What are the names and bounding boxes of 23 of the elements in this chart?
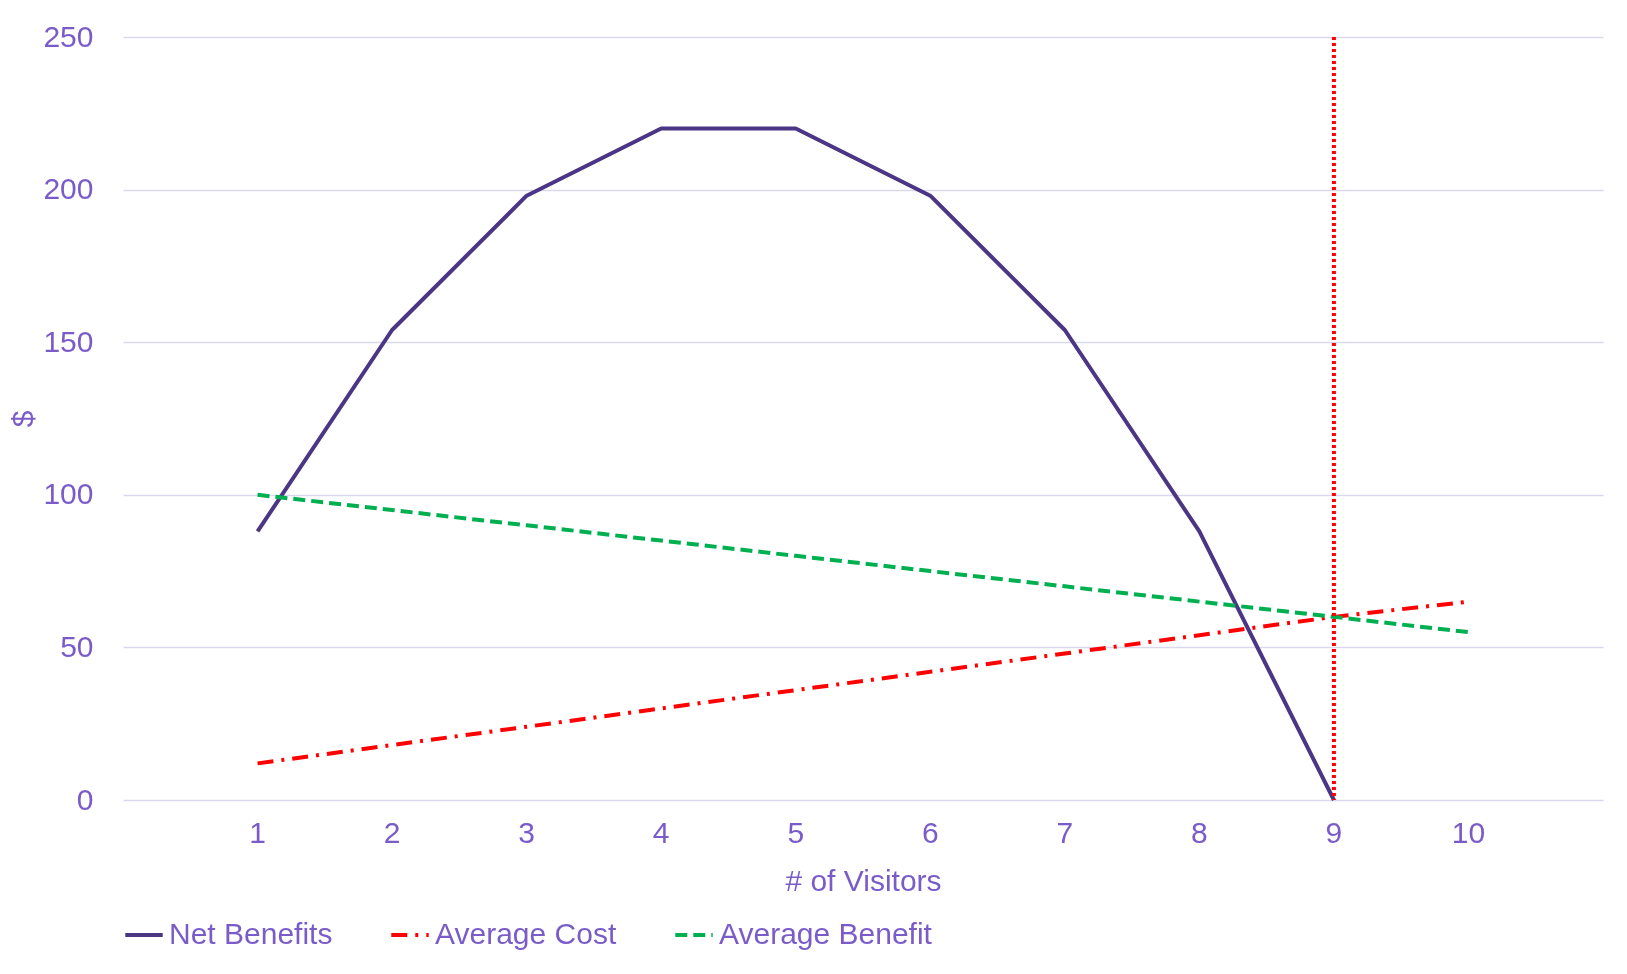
x-tick-label: 7 <box>1056 815 1074 849</box>
legend-label: Average Benefit <box>719 917 933 950</box>
x-tick-label: 9 <box>1325 815 1343 849</box>
x-tick-label: 6 <box>921 815 939 849</box>
x-tick-label: 8 <box>1191 815 1208 849</box>
legend-label: Average Cost <box>435 917 617 950</box>
x-tick-label: 4 <box>652 815 670 849</box>
line-series <box>255 492 1471 635</box>
x-tick-label: 10 <box>1451 815 1486 849</box>
x-tick-label: 3 <box>518 815 535 849</box>
y-tick-label: 0 <box>76 782 94 816</box>
y-tick-label: 150 <box>43 324 94 358</box>
legend-label: Net Benefits <box>169 917 333 950</box>
y-tick-label: 50 <box>60 629 94 663</box>
x-axis-title: # of Visitors <box>785 863 942 897</box>
line-series <box>255 126 1336 802</box>
y-tick-label: 200 <box>43 172 94 206</box>
y-tick-label: 100 <box>43 477 94 511</box>
y-axis-title: $ <box>6 410 40 428</box>
y-tick-label: 250 <box>43 19 94 53</box>
x-tick-label: 5 <box>787 815 805 849</box>
x-tick-label: 1 <box>249 815 266 849</box>
x-tick-label: 2 <box>383 815 401 849</box>
